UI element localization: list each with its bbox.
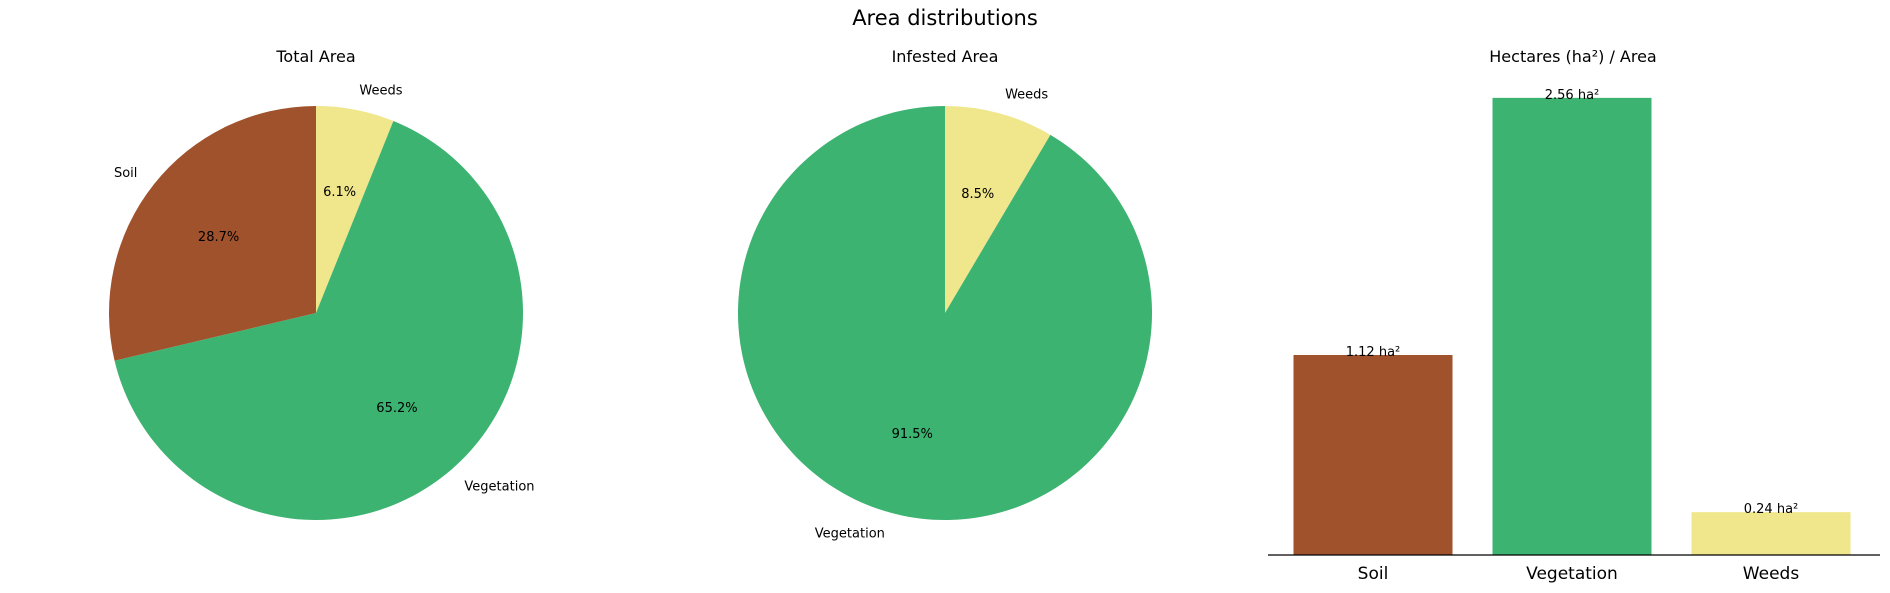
bar-weeds (1691, 512, 1851, 555)
pie-slice-vegetation-pct-label: 65.2% (376, 401, 417, 416)
pie-slice-soil-label: Soil (114, 166, 137, 181)
figure-title: Area distributions (852, 6, 1038, 30)
bar-chart-hectares: Hectares (ha²) / Area 1.12 ha² Soil 2.56 h… (1268, 47, 1880, 584)
bar-series: 1.12 ha² Soil 2.56 ha² Vegetation 0.24 ha² We… (1293, 88, 1851, 584)
pie-slices-infested-area: 8.5% Weeds 91.5% Vegetation (738, 87, 1152, 542)
pie-slice-vegetation-label: Vegetation (815, 527, 885, 542)
pie-slice-vegetation-pct-label: 91.5% (892, 427, 933, 442)
bar-soil (1293, 355, 1453, 555)
bar-title-hectares: Hectares (ha²) / Area (1489, 47, 1656, 66)
pie-slice-soil (109, 106, 317, 361)
pie-slice-weeds-pct-label: 6.1% (323, 185, 356, 200)
pie-slice-vegetation-label: Vegetation (464, 480, 534, 495)
bar-vegetation-tick-label: Vegetation (1526, 564, 1618, 584)
bar-weeds-value-label: 0.24 ha² (1744, 502, 1799, 517)
bar-vegetation-value-label: 2.56 ha² (1545, 88, 1600, 103)
pie-title-total-area: Total Area (275, 47, 355, 66)
bar-soil-tick-label: Soil (1358, 564, 1389, 584)
pie-slice-vegetation (738, 106, 1152, 520)
pie-slice-weeds-pct-label: 8.5% (961, 187, 994, 202)
pie-slice-soil-pct-label: 28.7% (198, 230, 239, 245)
pie-title-infested-area: Infested Area (892, 47, 999, 66)
bar-soil-value-label: 1.12 ha² (1346, 345, 1401, 360)
pie-chart-total-area: Total Area 6.1% Weeds 65.2% Vegetation 28.7%… (109, 47, 535, 520)
pie-slices-total-area: 6.1% Weeds 65.2% Vegetation 28.7% Soil (109, 83, 535, 520)
pie-slice-vegetation (114, 121, 524, 520)
pie-slice-weeds-label: Weeds (1005, 87, 1048, 102)
bar-weeds-tick-label: Weeds (1743, 564, 1800, 584)
pie-slice-weeds (945, 106, 1051, 313)
bar-vegetation (1492, 97, 1652, 555)
pie-slice-weeds-label: Weeds (359, 83, 402, 98)
pie-slice-weeds (316, 106, 394, 313)
pie-chart-infested-area: Infested Area 8.5% Weeds 91.5% Vegetation (738, 47, 1152, 542)
